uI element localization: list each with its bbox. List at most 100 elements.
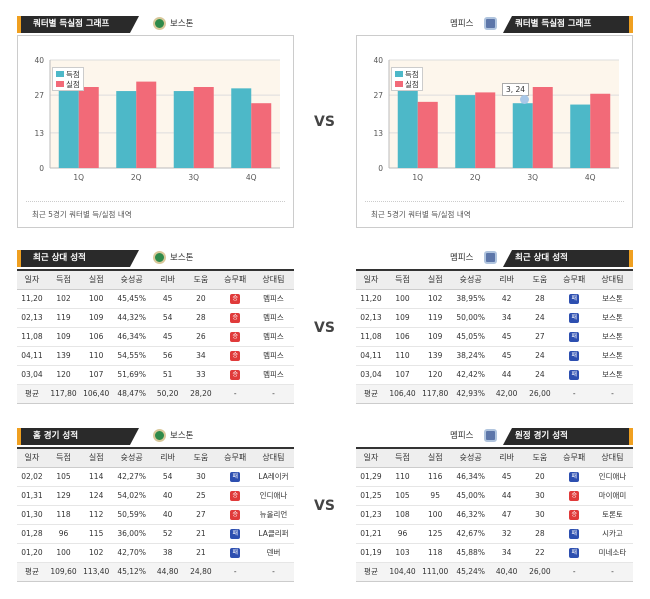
column-header: 슛성공 (451, 449, 491, 468)
table-cell: 54 (151, 308, 185, 328)
bar-allowed[interactable] (590, 93, 611, 168)
table-cell: 42,67% (451, 524, 491, 544)
table-cell: 30 (184, 467, 218, 487)
header-accent (17, 16, 21, 33)
table-row: 11,08 106 109 45,05% 45 27 패 보스톤 (356, 327, 633, 347)
chart-note: 최근 5경기 쿼터별 득/실점 내역 (371, 210, 471, 219)
result-cell: 승 (217, 327, 253, 347)
table-cell: 26 (184, 327, 218, 347)
legend-swatch (56, 71, 64, 77)
average-cell: - (217, 562, 253, 582)
away-record-right: 멤피스 원정 경기 성적 일자 득점 실점 슛성공 리바 도움 승무패 상대팀 01,29 110 11… (356, 425, 633, 582)
table-cell: 42 (490, 289, 524, 309)
result-badge: 패 (569, 528, 580, 539)
table-cell: 102 (80, 543, 113, 563)
bar-allowed[interactable] (417, 101, 438, 168)
table-cell: 보스톤 (591, 327, 633, 347)
bar-allowed[interactable] (475, 92, 496, 168)
table-cell: 106 (80, 327, 113, 347)
average-cell: 42,93% (451, 384, 491, 404)
header-accent (629, 428, 633, 445)
y-tick-label: 40 (34, 56, 44, 65)
result-badge: 승 (230, 369, 241, 380)
panel-title: 쿼터별 득실점 그래프 (21, 16, 139, 33)
bar-score[interactable] (173, 91, 194, 168)
bar-score[interactable] (397, 89, 418, 168)
table-cell: 34 (490, 543, 524, 563)
x-tick-label: 4Q (585, 173, 596, 182)
table-row: 04,11 139 110 54,55% 56 34 승 멤피스 (17, 346, 294, 366)
team-name: 멤피스 (450, 431, 474, 441)
table-cell: 110 (385, 467, 420, 487)
table-cell: 44 (490, 486, 524, 506)
bar-allowed[interactable] (193, 87, 214, 168)
bar-allowed[interactable] (136, 81, 157, 168)
bar-score[interactable] (512, 103, 533, 168)
memphis-logo-icon (484, 429, 497, 442)
result-badge: 패 (230, 471, 241, 482)
table-cell: 54,55% (112, 346, 152, 366)
table-cell: 45 (490, 467, 524, 487)
table-cell: 109 (419, 327, 452, 347)
table-row: 01,25 105 95 45,00% 44 30 승 마이애미 (356, 486, 633, 506)
average-cell: 106,40 (385, 384, 420, 404)
table-cell: 42,70% (112, 543, 152, 563)
average-cell: - (591, 562, 633, 582)
table-row: 01,20 100 102 42,70% 38 21 패 덴버 (17, 543, 294, 563)
legend-item-allowed: 실점 (56, 79, 80, 89)
y-tick-label: 0 (39, 164, 44, 173)
result-cell: 패 (217, 467, 253, 487)
table-cell: 124 (80, 486, 113, 506)
column-header: 도움 (523, 271, 557, 290)
table-cell: 51,69% (112, 365, 152, 385)
result-cell: 패 (556, 289, 592, 309)
panel-header: 멤피스 원정 경기 성적 (356, 425, 633, 447)
column-header: 리바 (151, 449, 185, 468)
x-tick-label: 3Q (527, 173, 538, 182)
result-badge: 패 (569, 312, 580, 323)
table-cell: 36,00% (112, 524, 152, 544)
table-cell: 42,42% (451, 365, 491, 385)
average-cell: 50,20 (151, 384, 185, 404)
bar-score[interactable] (570, 104, 591, 168)
average-cell: 117,80 (419, 384, 452, 404)
table-cell: 01,29 (356, 467, 386, 487)
quarter-chart-left: 0 13 27 40 1Q 2Q 3Q 4Q (34, 56, 280, 182)
hover-dot (520, 95, 529, 104)
chart-note: 최근 5경기 쿼터별 득/실점 내역 (32, 210, 132, 219)
bar-allowed[interactable] (78, 87, 99, 168)
bar-score[interactable] (58, 88, 79, 168)
x-tick-label: 1Q (73, 173, 84, 182)
table-cell: 107 (385, 365, 420, 385)
table-header-row: 일자 득점 실점 슛성공 리바 도움 승무패 상대팀 (356, 449, 633, 468)
table-cell: 01,23 (356, 505, 386, 525)
average-cell: - (217, 384, 253, 404)
column-header: 일자 (17, 271, 47, 290)
result-cell: 패 (556, 346, 592, 366)
bar-score[interactable] (231, 88, 252, 168)
boston-logo-icon (153, 17, 166, 30)
table-cell: 28 (523, 289, 557, 309)
vs-label: VS (314, 114, 335, 130)
table-cell: 24 (523, 308, 557, 328)
result-badge: 승 (230, 312, 241, 323)
average-cell: 44,80 (151, 562, 185, 582)
bar-allowed[interactable] (532, 87, 553, 168)
quarter-chart-panel-right: 멤피스 쿼터별 득실점 그래프 (356, 13, 633, 35)
table-cell: 110 (385, 346, 420, 366)
table-cell: 96 (46, 524, 81, 544)
table-cell: 112 (80, 505, 113, 525)
table-cell: 덴버 (252, 543, 294, 563)
chart-legend: 득점 실점 (52, 67, 84, 91)
table-cell: 02,02 (17, 467, 47, 487)
table-cell: 시카고 (591, 524, 633, 544)
bar-allowed[interactable] (251, 103, 272, 168)
legend-swatch (395, 71, 403, 77)
table-cell: 46,34% (112, 327, 152, 347)
boston-logo-icon (153, 429, 166, 442)
bar-score[interactable] (116, 91, 137, 168)
bar-score[interactable] (455, 95, 476, 168)
column-header: 실점 (80, 449, 113, 468)
table-header-row: 일자 득점 실점 슛성공 리바 도움 승무패 상대팀 (17, 271, 294, 290)
average-cell: 104,40 (385, 562, 420, 582)
